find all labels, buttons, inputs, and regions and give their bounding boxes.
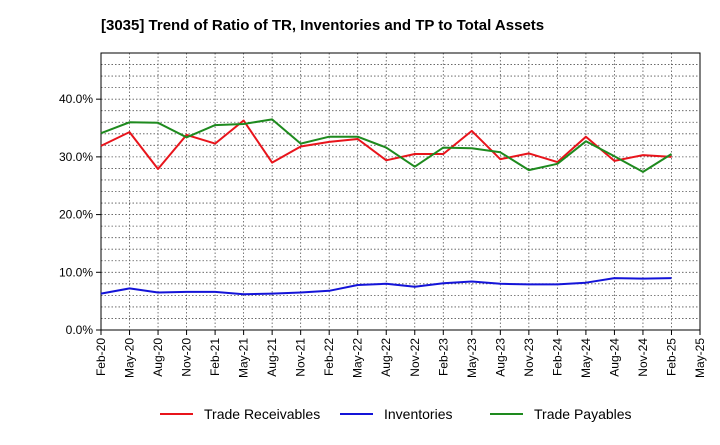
x-tick-label: Aug-20: [151, 338, 165, 377]
x-tick-label: May-25: [693, 338, 707, 378]
series-line-trade-payables: [100, 118, 673, 173]
x-tick-label: Feb-20: [94, 338, 108, 376]
plot-area: 0.0% 10.0% 20.0% 30.0% 40.0% Feb-20 May-20 Aug-…: [59, 52, 707, 422]
x-tick-label: Aug-21: [265, 338, 279, 377]
y-tick-label: 10.0%: [59, 265, 93, 279]
x-tick-label: Nov-21: [294, 338, 308, 377]
x-tick-label: May-23: [465, 338, 479, 378]
x-tick-label: Aug-22: [379, 338, 393, 377]
legend-label-trade-payables: Trade Payables: [534, 406, 632, 422]
series-line-inventories: [100, 277, 672, 296]
x-tick-label: Nov-22: [408, 338, 422, 377]
legend-label-trade-receivables: Trade Receivables: [204, 406, 320, 422]
x-tick-label: Nov-20: [180, 338, 194, 377]
y-tick-label: 40.0%: [59, 92, 93, 106]
x-tick-label: Nov-24: [636, 338, 650, 377]
x-tick-label: May-21: [237, 338, 251, 378]
x-tick-label: Feb-23: [436, 338, 450, 376]
y-tick-label: 0.0%: [66, 323, 94, 337]
y-tick-label: 20.0%: [59, 208, 93, 222]
legend-label-inventories: Inventories: [384, 406, 452, 422]
plot-frame: [100, 52, 701, 331]
x-tick-label: Aug-23: [493, 338, 507, 377]
x-tick-label: Feb-24: [550, 338, 564, 376]
x-tick-label: Feb-21: [208, 338, 222, 376]
x-tick-label: Feb-25: [664, 338, 678, 376]
x-tick-label: May-20: [123, 338, 137, 378]
series-line-trade-receivables: [100, 119, 672, 170]
x-tick-label: Feb-22: [322, 338, 336, 376]
x-tick-label: May-24: [579, 338, 593, 378]
y-tick-label: 30.0%: [59, 150, 93, 164]
plot-background: [101, 53, 700, 330]
x-tick-label: May-22: [351, 338, 365, 378]
chart-title: [3035] Trend of Ratio of TR, Inventories…: [101, 17, 544, 34]
x-tick-label: Aug-24: [607, 338, 621, 377]
x-tick-label: Nov-23: [522, 338, 536, 377]
